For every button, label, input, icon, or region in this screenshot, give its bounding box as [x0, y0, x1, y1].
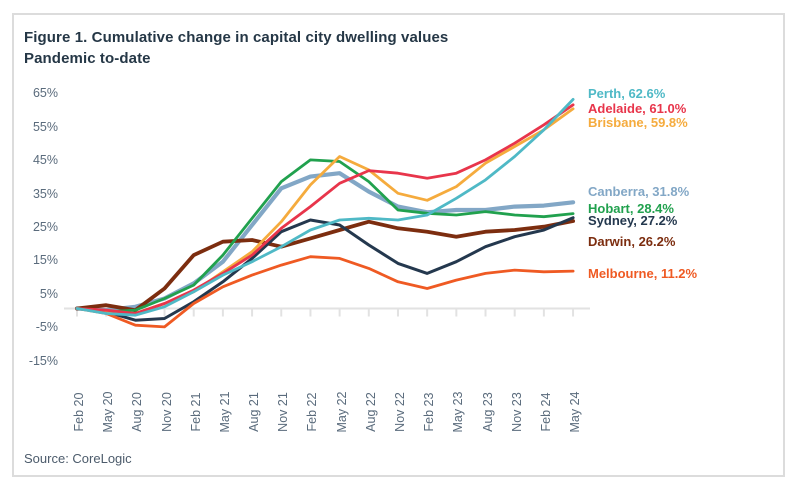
- x-axis-tick-label: May 22: [334, 391, 349, 433]
- y-axis-tick-label: -15%: [28, 353, 58, 368]
- x-axis-tick-label: Nov 22: [392, 392, 407, 432]
- title-block: Figure 1. Cumulative change in capital c…: [24, 27, 448, 69]
- x-axis-tick-label: Feb 23: [422, 392, 437, 432]
- x-axis-tick-label: Aug 20: [130, 392, 145, 432]
- y-axis-tick-label: 15%: [32, 253, 58, 268]
- x-axis-tick-label: Aug 22: [363, 392, 378, 432]
- series-label-melbourne: Melbourne, 11.2%: [588, 266, 698, 281]
- x-axis-tick-label: Nov 20: [159, 392, 174, 432]
- x-axis-tick-label: Feb 20: [72, 392, 86, 432]
- x-axis-tick-label: Aug 23: [480, 392, 495, 432]
- x-axis-tick-label: May 21: [217, 391, 232, 433]
- x-axis-tick-label: Nov 23: [509, 392, 524, 432]
- series-label-darwin: Darwin, 26.2%: [588, 234, 676, 249]
- x-axis-tick-label: Feb 22: [305, 392, 320, 432]
- x-axis-tick-label: Feb 21: [188, 392, 203, 432]
- series-label-adelaide: Adelaide, 61.0%: [588, 101, 687, 116]
- x-axis-tick-label: Nov 21: [276, 392, 291, 432]
- series-label-hobart: Hobart, 28.4%: [588, 201, 674, 216]
- series-label-sydney: Sydney, 27.2%: [588, 213, 678, 228]
- source-note: Source: CoreLogic: [24, 451, 132, 466]
- series-label-canberra: Canberra, 31.8%: [588, 184, 690, 199]
- figure-panel: Figure 1. Cumulative change in capital c…: [12, 13, 785, 477]
- y-axis-tick-label: -5%: [35, 320, 58, 335]
- series-label-brisbane: Brisbane, 59.8%: [588, 115, 688, 130]
- x-axis-tick-label: Feb 24: [538, 392, 553, 432]
- x-axis-tick-label: May 23: [451, 391, 466, 433]
- x-axis-tick-label: May 20: [101, 391, 116, 433]
- chart-title: Figure 1. Cumulative change in capital c…: [24, 29, 449, 46]
- y-axis-tick-label: 55%: [32, 119, 58, 134]
- y-axis-tick-label: 65%: [32, 86, 58, 101]
- chart-subtitle: Pandemic to-date: [24, 50, 151, 67]
- x-axis-tick-label: Aug 21: [247, 392, 262, 432]
- y-axis-tick-label: 35%: [32, 186, 58, 201]
- series-label-perth: Perth, 62.6%: [588, 86, 666, 101]
- y-axis-tick-label: 25%: [32, 220, 58, 234]
- x-axis-tick-label: May 24: [568, 391, 583, 433]
- y-axis-tick-label: 5%: [39, 286, 58, 301]
- y-axis-tick-label: 45%: [32, 153, 58, 168]
